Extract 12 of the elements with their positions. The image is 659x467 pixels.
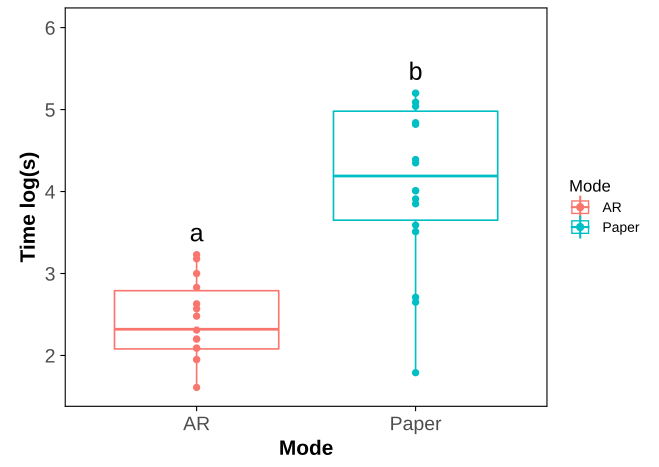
y-tick-label: 4	[45, 185, 55, 199]
y-tick-label: 2	[46, 348, 55, 363]
y-tick-label: 3	[45, 266, 55, 281]
annotation: a	[190, 228, 204, 242]
annotation: b	[410, 62, 422, 80]
legend-title: Mode	[280, 440, 333, 455]
legend-label: AR	[602, 202, 622, 212]
legend-label: Paper	[604, 222, 640, 235]
y-axis-title: Time log(s)	[20, 152, 40, 262]
y-tick-label: 6	[46, 21, 55, 35]
x-axis-title: Mode	[570, 179, 610, 192]
y-tick-label: 5	[45, 103, 55, 117]
